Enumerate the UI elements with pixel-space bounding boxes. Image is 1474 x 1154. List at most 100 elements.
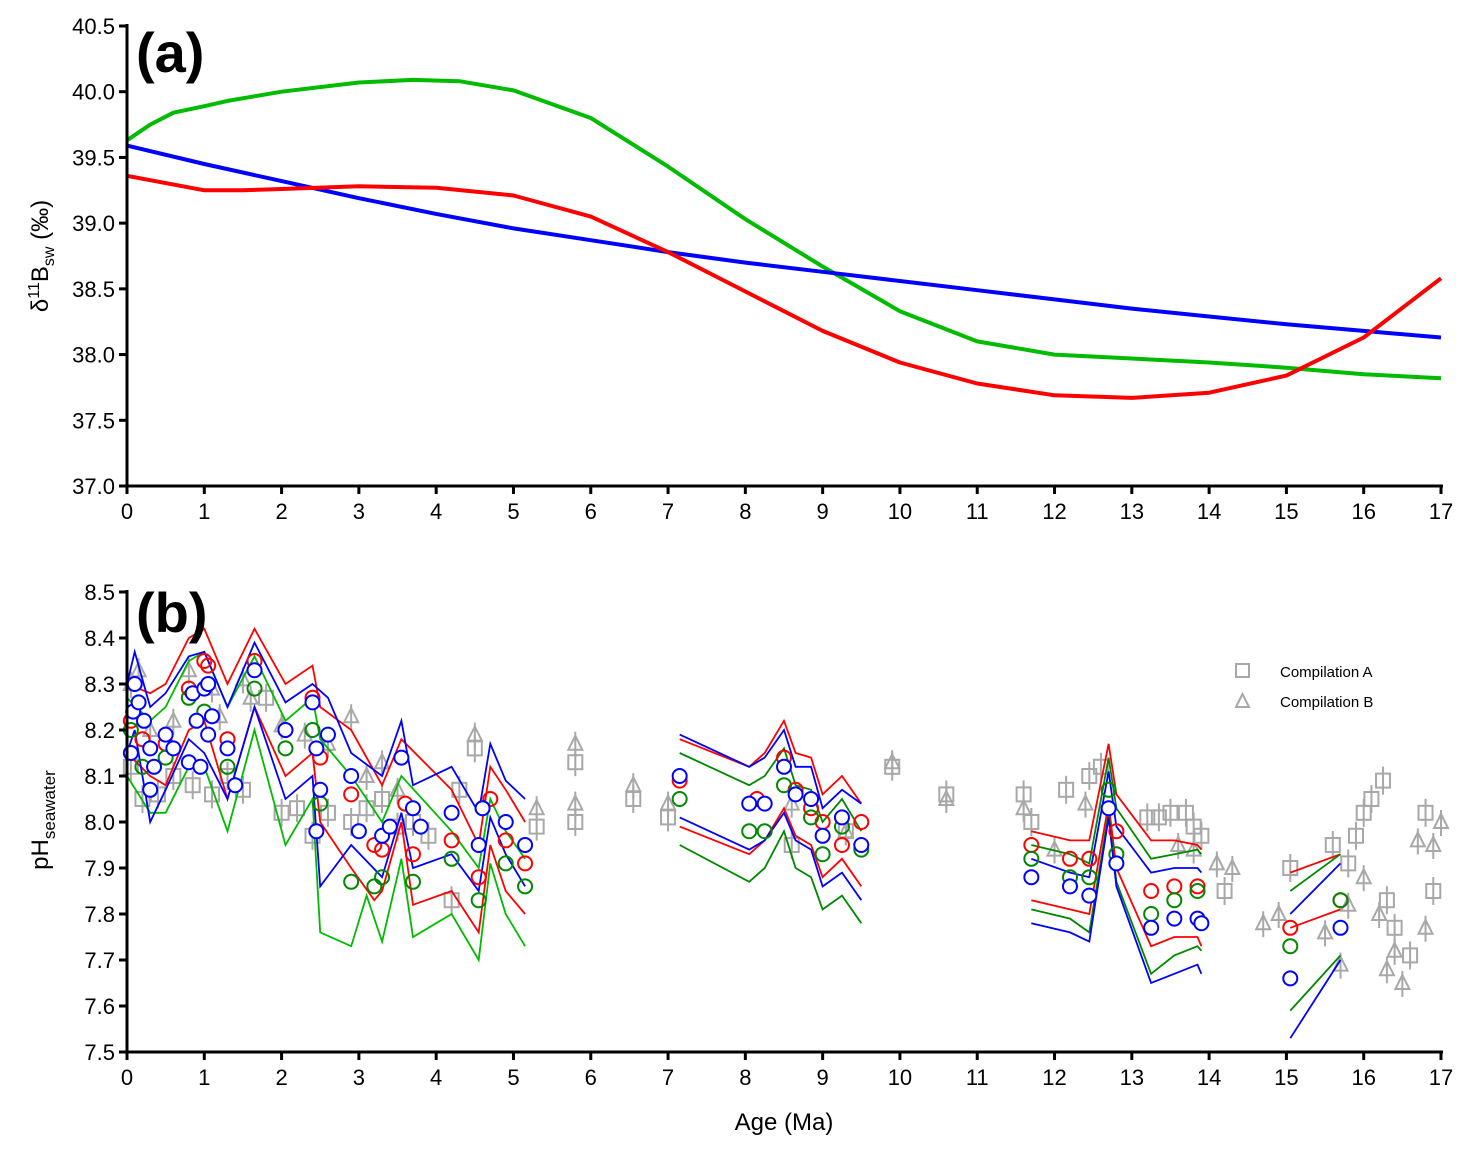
ylabel-unit: (‰): [27, 200, 54, 247]
panel-b-y-tick-label: 8.3: [84, 672, 115, 697]
panel-a-y-tick-label: 38.5: [72, 277, 115, 302]
ph-point-red: [134, 731, 151, 748]
panel-a-x-tick-label: 1: [198, 499, 210, 524]
ph-point-red: [470, 869, 487, 886]
panel-a-y-tick-label: 39.5: [72, 145, 115, 170]
ph-point-red: [196, 653, 213, 669]
ph-point-blue: [146, 758, 163, 775]
uncertainty-band-upper: [1289, 853, 1342, 892]
compilation-b-point: [1254, 912, 1272, 931]
compilation-a-point: [289, 800, 306, 817]
ph-point-green: [756, 823, 773, 840]
compilation-a-point: [1417, 804, 1434, 821]
ylabel-sub: seawater: [40, 770, 59, 839]
panel-b-x-tick-label: 10: [888, 1065, 912, 1090]
panel-a-y-axis-title: δ11Bsw (‰): [26, 200, 58, 312]
compilation-b-point: [883, 751, 901, 770]
ph-point-blue: [319, 726, 336, 743]
compilation-b-point: [1208, 853, 1226, 871]
panel-a-x-tick-label: 3: [353, 499, 365, 524]
compilation-b-point: [1169, 834, 1187, 852]
ph-point-green: [374, 869, 391, 886]
compilation-b-point: [373, 751, 391, 770]
panel-a-x-tick-label: 7: [662, 499, 674, 524]
compilation-a-point: [258, 689, 275, 706]
compilation-a-point: [1375, 772, 1392, 789]
compilation-a-point: [1139, 809, 1156, 826]
ph-point-green: [366, 878, 383, 895]
uncertainty-band-lower: [1289, 908, 1341, 929]
ph-point-blue: [343, 768, 360, 784]
panel-b-x-tick-label: 3: [353, 1065, 365, 1090]
ph-point-blue: [814, 827, 831, 844]
compilation-a-point: [420, 827, 437, 844]
panel-b-x-tick-label: 5: [507, 1065, 519, 1090]
ph-point-red: [1108, 823, 1125, 840]
panel-a-x-tick-label: 5: [507, 499, 519, 524]
compilation-b-point: [1370, 903, 1388, 921]
compilation-b-point: [1045, 839, 1064, 857]
ph-point-blue: [1282, 970, 1299, 987]
ph-point-blue: [404, 800, 421, 817]
ph-point-green: [470, 892, 487, 909]
compilation-b-point: [1316, 922, 1334, 940]
ph-point-green: [1282, 938, 1299, 955]
ph-point-green: [443, 850, 460, 867]
legend: Compilation A Compilation B: [1234, 663, 1373, 711]
compilation-b-point: [1339, 894, 1357, 912]
ph-point-blue: [1332, 919, 1349, 936]
svg-text:pHseawater: pHseawater: [27, 770, 59, 870]
compilation-a-point: [1216, 883, 1233, 899]
panel-a-x-tick-label: 9: [817, 499, 829, 524]
compilation-b-point: [566, 733, 584, 751]
compilation-a-point: [1282, 860, 1299, 876]
x-axis-title: Age (Ma): [735, 1109, 834, 1136]
compilation-a-point: [1355, 804, 1372, 821]
ph-point-blue: [142, 781, 159, 798]
ph-point-red: [343, 786, 360, 803]
ph-point-green: [1143, 906, 1160, 922]
ph-point-red: [1282, 919, 1299, 936]
compilation-b-point: [357, 765, 376, 783]
compilation-a-point: [1324, 837, 1341, 853]
ph-point-green: [219, 758, 236, 775]
compilation-b-point: [1185, 839, 1203, 857]
panel-b-y-tick-label: 7.5: [84, 1040, 115, 1065]
compilation-b-point: [466, 724, 484, 742]
compilation-b-point: [242, 687, 260, 705]
panel-b-x-tick-label: 11: [966, 1065, 989, 1090]
triangle-marker-icon: [1234, 691, 1251, 708]
uncertainty-band-upper: [1289, 853, 1341, 874]
panel-a-y-tick-label: 40.0: [72, 80, 115, 105]
uncertainty-band-upper: [126, 640, 526, 816]
ph-point-green: [1023, 850, 1040, 867]
panel-b-y-tick-label: 8.1: [84, 764, 115, 789]
compilation-b-point: [1223, 857, 1241, 875]
ph-point-green: [671, 791, 688, 807]
legend-item-compilation-b: Compilation B: [1234, 691, 1373, 711]
ph-point-green: [814, 846, 831, 863]
panel-b-y-ticks: 7.5 7.6 7.7 7.8 7.9 8.0 8.1 8.2 8.3 8.4 8.5: [84, 580, 127, 1065]
ph-point-red: [1061, 850, 1078, 867]
panel-a-x-ticks: 0 1 2 3 4 5 6 7 8 9 10 11 12 13 14 15 16 17: [121, 486, 1453, 524]
uncertainty-band-upper: [679, 727, 862, 810]
panel-a-x-tick-label: 2: [275, 499, 287, 524]
panel-b-x-tick-label: 6: [585, 1065, 597, 1090]
compilation-a-point: [1081, 768, 1098, 784]
compilation-a-point: [1150, 809, 1167, 826]
ph-point-blue: [200, 726, 217, 743]
compilation-b-point: [1393, 972, 1411, 990]
panel-a-label: (a): [136, 21, 204, 84]
compilation-a-point: [1193, 827, 1210, 844]
ph-point-blue: [308, 740, 325, 757]
ph-point-blue: [136, 712, 153, 729]
uncertainty-band-upper: [1031, 743, 1203, 851]
ph-point-red: [404, 846, 421, 863]
ph-point-blue: [1061, 878, 1078, 895]
compilation-b-point: [1076, 793, 1095, 811]
compilation-b-point: [1331, 954, 1350, 972]
compilation-b-point: [1416, 917, 1435, 935]
panel-a-x-tick-label: 14: [1197, 499, 1221, 524]
ph-point-red: [200, 657, 217, 674]
